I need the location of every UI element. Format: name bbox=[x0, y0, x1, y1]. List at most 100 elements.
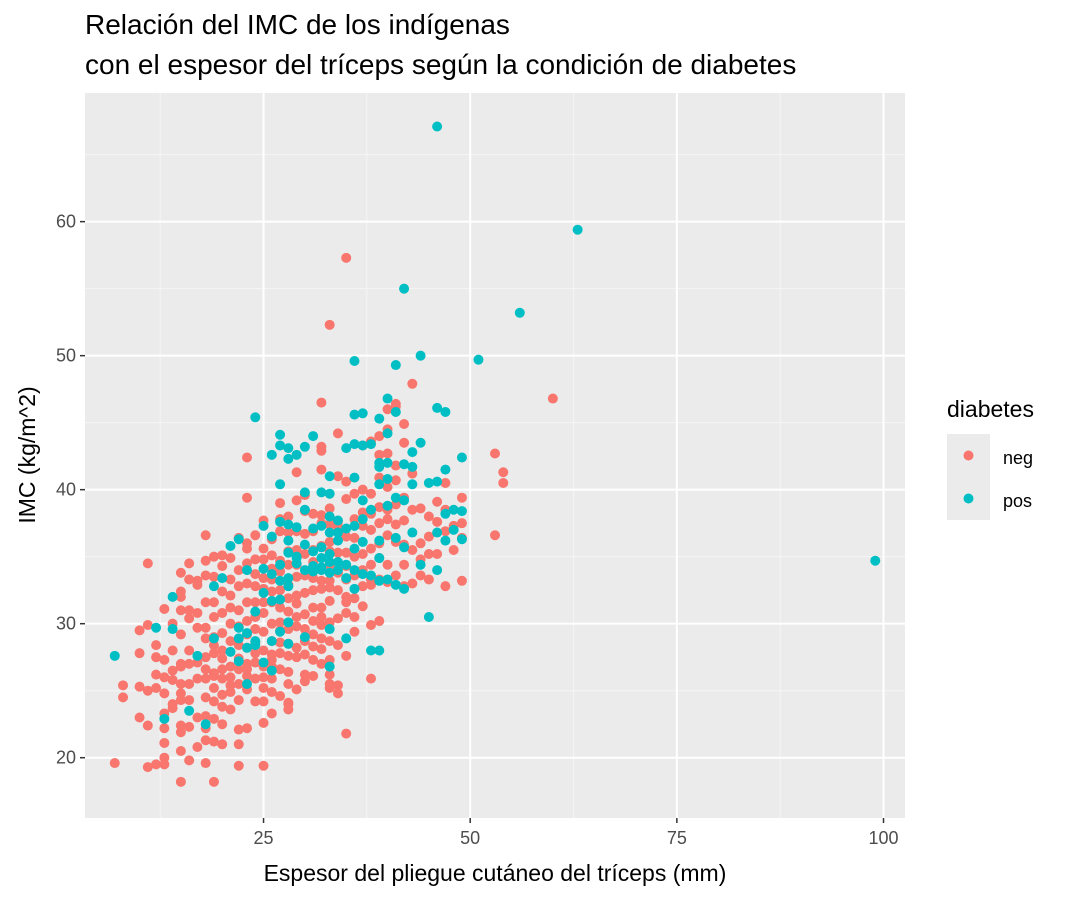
data-point-neg bbox=[192, 673, 203, 684]
data-point-pos bbox=[390, 579, 401, 590]
data-point-neg bbox=[432, 496, 443, 507]
data-point-pos bbox=[448, 504, 459, 515]
data-point-neg bbox=[366, 673, 377, 684]
data-point-neg bbox=[332, 640, 343, 651]
data-point-neg bbox=[258, 672, 269, 683]
data-point-neg bbox=[299, 587, 310, 598]
data-point-neg bbox=[291, 684, 302, 695]
data-point-pos bbox=[324, 471, 335, 482]
data-point-neg bbox=[134, 625, 145, 636]
data-point-neg bbox=[217, 673, 228, 684]
data-point-neg bbox=[275, 664, 286, 675]
data-point-neg bbox=[118, 692, 129, 703]
data-point-pos bbox=[399, 283, 410, 294]
data-point-pos bbox=[266, 636, 277, 647]
data-point-neg bbox=[291, 621, 302, 632]
data-point-neg bbox=[316, 658, 327, 669]
data-point-pos bbox=[357, 440, 368, 451]
data-point-pos bbox=[432, 476, 443, 487]
data-point-neg bbox=[390, 570, 401, 581]
data-point-pos bbox=[341, 573, 352, 584]
data-point-neg bbox=[233, 760, 244, 771]
data-point-neg bbox=[283, 559, 294, 570]
data-point-neg bbox=[233, 605, 244, 616]
data-point-neg bbox=[134, 681, 145, 692]
data-point-neg bbox=[291, 467, 302, 478]
data-point-neg bbox=[283, 650, 294, 661]
data-point-neg bbox=[200, 652, 211, 663]
data-point-pos bbox=[349, 583, 360, 594]
data-point-pos bbox=[316, 487, 327, 498]
data-point-pos bbox=[456, 506, 467, 517]
data-point-neg bbox=[151, 652, 162, 663]
data-point-pos bbox=[151, 622, 162, 633]
data-point-pos bbox=[357, 408, 368, 419]
data-point-neg bbox=[151, 683, 162, 694]
data-point-pos bbox=[332, 557, 343, 568]
data-point-neg bbox=[456, 518, 467, 529]
data-point-neg bbox=[299, 649, 310, 660]
y-tick-label: 60 bbox=[56, 212, 76, 232]
data-point-pos bbox=[167, 591, 178, 602]
data-point-pos bbox=[349, 356, 360, 367]
data-point-pos bbox=[349, 472, 360, 483]
data-point-pos bbox=[415, 350, 426, 361]
data-point-neg bbox=[217, 628, 228, 639]
data-point-neg bbox=[175, 678, 186, 689]
data-point-neg bbox=[200, 735, 211, 746]
data-point-neg bbox=[299, 528, 310, 539]
y-tick-label: 30 bbox=[56, 614, 76, 634]
data-point-neg bbox=[200, 758, 211, 769]
data-point-neg bbox=[456, 492, 467, 503]
data-point-pos bbox=[366, 439, 377, 450]
data-point-neg bbox=[217, 586, 228, 597]
data-point-neg bbox=[258, 717, 269, 728]
data-point-neg bbox=[283, 593, 294, 604]
data-point-neg bbox=[283, 666, 294, 677]
data-point-neg bbox=[357, 484, 368, 495]
data-point-neg bbox=[415, 538, 426, 549]
data-point-pos bbox=[208, 633, 219, 644]
data-point-neg bbox=[366, 543, 377, 554]
data-point-pos bbox=[448, 524, 459, 535]
data-point-pos bbox=[332, 535, 343, 546]
data-point-pos bbox=[275, 626, 286, 637]
data-point-neg bbox=[217, 653, 228, 664]
data-point-pos bbox=[233, 622, 244, 633]
data-point-neg bbox=[382, 530, 393, 541]
data-point-neg bbox=[275, 637, 286, 648]
data-point-neg bbox=[250, 581, 261, 592]
data-point-neg bbox=[258, 626, 269, 637]
data-point-pos bbox=[473, 354, 484, 365]
data-point-pos bbox=[440, 464, 451, 475]
data-point-pos bbox=[357, 495, 368, 506]
data-point-neg bbox=[341, 252, 352, 263]
data-point-neg bbox=[349, 611, 360, 622]
data-point-pos bbox=[275, 575, 286, 586]
data-point-neg bbox=[275, 498, 286, 509]
data-point-neg bbox=[324, 595, 335, 606]
data-point-neg bbox=[258, 760, 269, 771]
data-point-neg bbox=[283, 606, 294, 617]
data-point-pos bbox=[399, 583, 410, 594]
data-point-neg bbox=[200, 664, 211, 675]
data-point-pos bbox=[242, 642, 253, 653]
data-point-neg bbox=[208, 696, 219, 707]
data-point-neg bbox=[324, 519, 335, 530]
data-point-neg bbox=[175, 727, 186, 738]
data-point-pos bbox=[275, 440, 286, 451]
data-point-neg bbox=[225, 680, 236, 691]
data-point-neg bbox=[266, 673, 277, 684]
data-point-neg bbox=[250, 597, 261, 608]
data-point-pos bbox=[399, 495, 410, 506]
data-point-neg bbox=[349, 488, 360, 499]
data-point-neg bbox=[332, 613, 343, 624]
data-point-pos bbox=[250, 606, 261, 617]
data-point-neg bbox=[316, 441, 327, 452]
data-point-neg bbox=[151, 640, 162, 651]
data-point-pos bbox=[432, 121, 443, 132]
data-point-neg bbox=[283, 699, 294, 710]
y-axis-ticks: 20 30 40 50 60 bbox=[56, 212, 85, 768]
data-point-neg bbox=[316, 575, 327, 586]
chart-title-line-2: con el espesor del tríceps según la cond… bbox=[85, 49, 796, 80]
